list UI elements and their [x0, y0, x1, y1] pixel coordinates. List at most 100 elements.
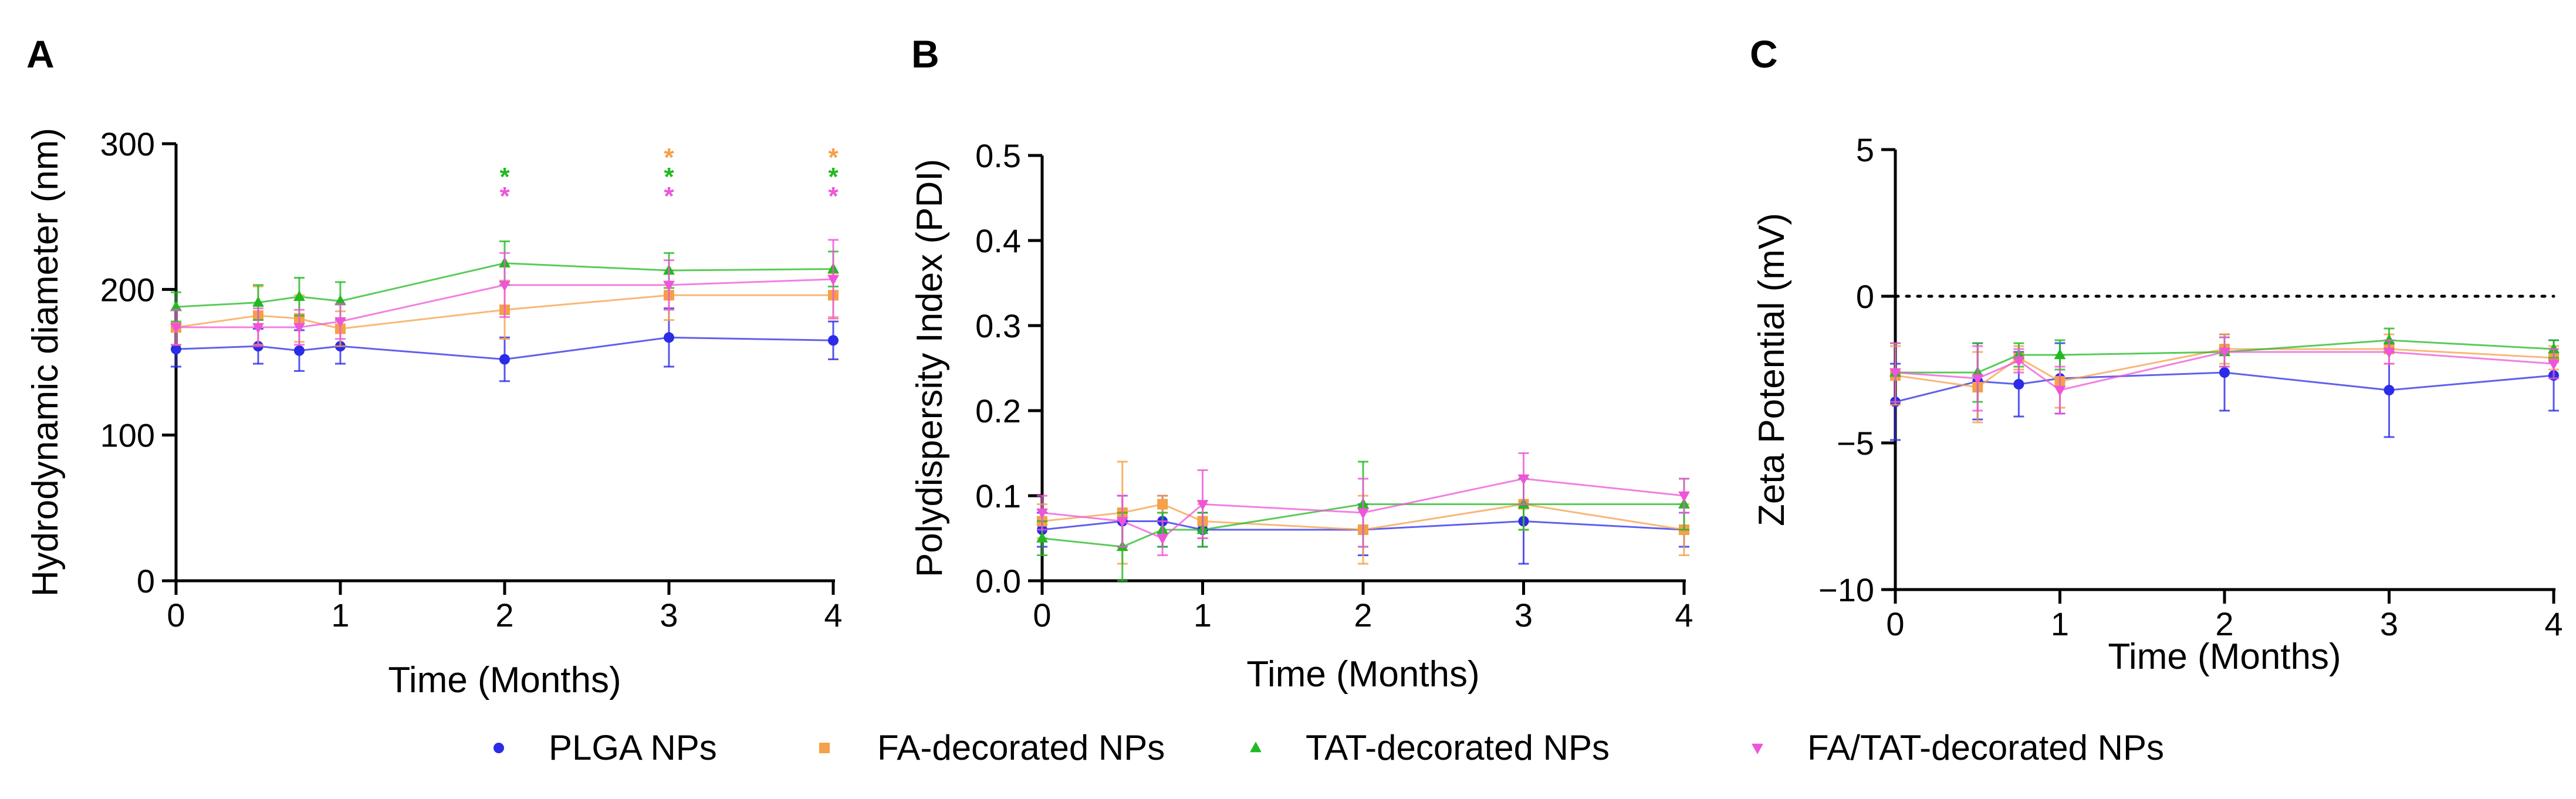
data-point	[2054, 348, 2066, 360]
significance-asterisk: *	[499, 182, 510, 211]
series-fa-tat-decorated-nps	[170, 239, 839, 347]
y-axis-label: Polydispersity Index (PDI)	[910, 159, 950, 577]
data-point	[2383, 347, 2395, 358]
data-point	[1889, 368, 1901, 379]
legend-item-tat-decorated-nps: TAT-decorated NPs	[1250, 728, 1610, 767]
panel-label: B	[911, 32, 939, 76]
data-point	[1157, 534, 1169, 545]
significance-asterisk: *	[828, 162, 839, 191]
data-point	[2013, 356, 2025, 367]
y-tick-label: 0.1	[975, 478, 1021, 514]
data-point	[1036, 508, 1048, 519]
x-tick-label: 2	[495, 597, 513, 634]
data-point	[1196, 500, 1209, 511]
y-axis-label: Hydrodynamic diameter (nm)	[25, 128, 66, 597]
data-point	[170, 300, 182, 312]
x-tick-label: 0	[1886, 605, 1904, 642]
legend-item-fa-tat-decorated-nps: FA/TAT-decorated NPs	[1752, 728, 2164, 767]
data-point	[334, 294, 346, 306]
significance-asterisk: *	[664, 182, 674, 211]
data-point	[1678, 491, 1690, 502]
x-tick-label: 4	[2544, 605, 2563, 642]
y-tick-label: 200	[100, 271, 155, 308]
data-point	[827, 275, 839, 286]
data-point	[828, 335, 839, 346]
data-point	[1116, 517, 1128, 528]
legend-item-plga-nps: PLGA NPs	[493, 728, 717, 767]
x-tick-label: 1	[331, 597, 349, 634]
x-tick-label: 3	[660, 597, 678, 634]
x-tick-label: 3	[1515, 597, 1533, 634]
x-tick-label: 3	[2380, 605, 2398, 642]
y-tick-label: 0.4	[975, 222, 1021, 259]
x-tick-label: 2	[2215, 605, 2233, 642]
legend-item-fa-decorated-nps: FA-decorated NPs	[819, 728, 1165, 767]
data-point	[663, 280, 675, 292]
axes: 0.0 0.1 0.2 0.3 0.4 0.5 0 1 2 3 4	[975, 137, 1693, 634]
legend-marker	[1250, 742, 1262, 753]
y-tick-label: 0.3	[975, 307, 1021, 344]
data-point	[1972, 374, 1984, 385]
legend-marker	[493, 743, 504, 753]
panel-label: C	[1750, 32, 1778, 76]
legend-label: TAT-decorated NPs	[1306, 728, 1610, 767]
data-point	[2383, 334, 2395, 345]
legend-label: FA/TAT-decorated NPs	[1807, 728, 2164, 767]
data-point	[252, 323, 264, 334]
y-tick-label: 100	[100, 417, 155, 454]
data-point	[293, 323, 305, 334]
data-point	[334, 317, 346, 328]
data-point	[2548, 359, 2560, 370]
data-point	[2054, 385, 2066, 397]
data-point	[499, 280, 511, 292]
data-point	[1517, 474, 1530, 485]
panel-c: C −10 −5 0 5 0 1 2 3 4 Time (Months) Zeta Potential…	[1750, 32, 2563, 677]
series-fa-tat-decorated-nps	[1889, 336, 2560, 415]
data-point	[294, 345, 305, 356]
significance-asterisk: *	[828, 143, 839, 172]
data-point	[499, 354, 510, 365]
y-tick-label: 0.0	[975, 563, 1021, 600]
y-tick-label: −5	[1837, 425, 1874, 462]
data-point	[293, 290, 305, 301]
data-point	[2548, 343, 2560, 354]
legend-marker	[819, 743, 830, 753]
y-tick-label: 5	[1856, 131, 1874, 168]
significance-asterisk: *	[664, 143, 674, 172]
x-tick-label: 4	[824, 597, 842, 634]
y-tick-label: 300	[100, 126, 155, 162]
significance-asterisk: *	[664, 162, 674, 191]
data-point	[2384, 385, 2395, 395]
data-point	[1036, 531, 1048, 543]
x-tick-label: 1	[1194, 597, 1212, 634]
legend: PLGA NPs FA-decorated NPs TAT-decorated NP…	[493, 728, 2164, 767]
y-tick-label: −10	[1818, 571, 1874, 608]
panel-b: B 0.0 0.1 0.2 0.3 0.4 0.5 0 1 2 3 4 Time (Months) Pol…	[910, 32, 1693, 695]
significance-asterisk: *	[499, 162, 510, 191]
y-axis-label: Zeta Potential (mV)	[1752, 213, 1792, 526]
data-point	[2013, 379, 2024, 390]
y-tick-label: 0	[137, 563, 155, 600]
x-axis-label: Time (Months)	[1246, 654, 1479, 695]
data-point	[1157, 499, 1168, 510]
data-point	[664, 332, 674, 343]
panel-label: A	[26, 32, 55, 76]
x-axis-label: Time (Months)	[388, 660, 621, 700]
x-tick-label: 4	[1675, 597, 1693, 634]
y-tick-label: 0	[1856, 278, 1874, 315]
x-tick-label: 1	[2051, 605, 2069, 642]
axes: 0 100 200 300 0 1 2 3 4	[100, 126, 843, 634]
data-point	[2219, 347, 2230, 358]
legend-marker	[1752, 743, 1763, 754]
panel-a: A 0 100 200 300 0 1 2 3 4 Time (Months) Hydrodynami…	[25, 32, 843, 700]
data-point	[1357, 508, 1369, 519]
data-point	[171, 344, 181, 355]
significance-asterisk: *	[828, 182, 839, 211]
data-point	[252, 296, 264, 307]
series-fa-tat-decorated-nps	[1036, 452, 1690, 556]
x-tick-label: 2	[1354, 597, 1372, 634]
axes: −10 −5 0 5 0 1 2 3 4	[1818, 131, 2563, 642]
y-tick-label: 0.5	[975, 137, 1021, 174]
legend-label: FA-decorated NPs	[877, 728, 1165, 767]
